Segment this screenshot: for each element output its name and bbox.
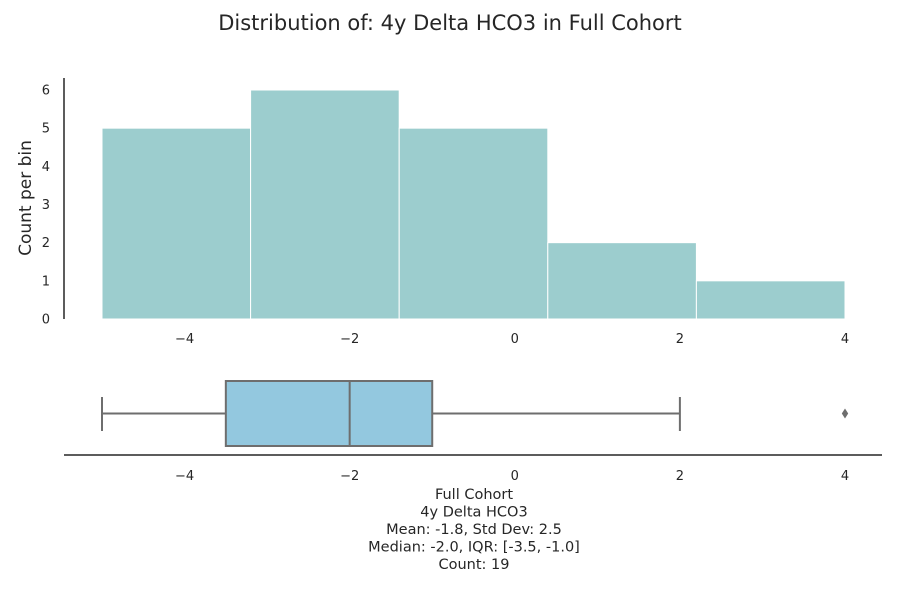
y-axis-label: Count per bin (16, 140, 36, 256)
box-x-tick-label: 4 (841, 469, 849, 484)
box-iqr (224, 380, 434, 447)
box-x-tick-label: −4 (175, 469, 194, 484)
box-x-tick-label: 2 (676, 469, 684, 484)
histogram-panel: Count per bin −4 −2 0 2 4 0 1 2 3 4 5 6 (16, 78, 849, 347)
box-caption-line: Mean: -1.8, Std Dev: 2.5 (386, 522, 562, 538)
hist-y-tick-label: 5 (42, 122, 50, 137)
hist-y-tick-label: 4 (42, 160, 50, 175)
hist-y-tick-label: 6 (42, 84, 50, 99)
hist-y-tick-label: 0 (42, 313, 50, 328)
hist-x-tick-label: 4 (841, 332, 849, 347)
box-x-tick-label: 0 (511, 469, 519, 484)
histogram-bar (547, 242, 697, 320)
box-x-tick-label: −2 (340, 469, 359, 484)
hist-x-tick-label: 2 (676, 332, 684, 347)
hist-x-tick-label: −2 (340, 332, 359, 347)
hist-y-tick-label: 3 (42, 198, 50, 213)
hist-y-tick-label: 1 (42, 274, 50, 289)
box-caption-line: 4y Delta HCO3 (420, 505, 527, 521)
hist-x-tick-label: −4 (175, 332, 194, 347)
chart-title: Distribution of: 4y Delta HCO3 in Full C… (218, 11, 682, 35)
histogram-bar (250, 89, 400, 320)
histogram-bar (695, 280, 846, 320)
hist-x-tick-label: 0 (511, 332, 519, 347)
box-outlier-point (841, 408, 849, 419)
box-caption-line: Full Cohort (435, 487, 513, 503)
histogram-bar (101, 127, 252, 320)
histogram-bar (398, 127, 549, 320)
hist-y-tick-label: 2 (42, 236, 50, 251)
box-caption-line: Median: -2.0, IQR: [-3.5, -1.0] (368, 540, 580, 556)
box-caption-line: Count: 19 (438, 557, 509, 573)
